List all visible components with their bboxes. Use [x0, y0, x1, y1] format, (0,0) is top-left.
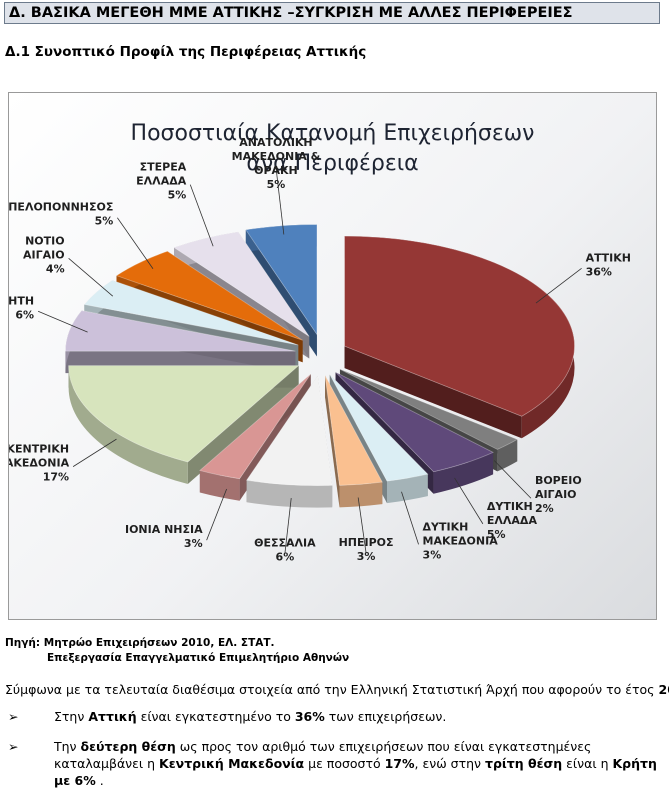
- text-run: είναι η: [562, 756, 612, 771]
- pie-data-label-line: ΗΠΕΙΡΟΣ: [339, 536, 394, 549]
- pie-data-label-line: ΙΟΝΙΑ ΝΗΣΙΑ: [125, 523, 203, 536]
- pie-data-label-line: 36%: [586, 265, 612, 278]
- text-run: .: [96, 773, 104, 788]
- pie-leader-line: [494, 461, 531, 499]
- section-header: Δ. ΒΑΣΙΚΑ ΜΕΓΕΘΗ ΜΜΕ ΑΤΤΙΚΗΣ –ΣΥΓΚΡΙΣΗ Μ…: [4, 2, 660, 24]
- pie-leader-line: [536, 268, 582, 303]
- pie-data-label-line: 3%: [423, 548, 442, 561]
- pie-leader-line: [207, 489, 227, 540]
- text-run: Στην: [54, 709, 88, 724]
- pie-leader-line: [73, 439, 116, 467]
- pie-data-label-line: ΑΙΓΑΙΟ: [535, 488, 577, 501]
- pie-data-label-line: ΠΕΛΟΠΟΝΝΗΣΟΣ: [9, 201, 113, 214]
- pie-data-label-line: 6%: [15, 308, 34, 321]
- bold-run: Κεντρική Μακεδονία: [159, 756, 304, 771]
- text-run: των επιχειρήσεων.: [325, 709, 447, 724]
- pie-data-label-line: 5%: [95, 215, 114, 228]
- arrow-bullet-icon: ➢: [8, 708, 18, 725]
- bold-run: τρίτη θέση: [485, 756, 562, 771]
- intro-text: Σύμφωνα με τα τελευταία διαθέσιμα στοιχε…: [5, 682, 659, 697]
- pie-leader-line: [117, 218, 153, 269]
- pie-data-label-line: ΜΑΚΕΔΟΝΙΑ: [423, 534, 499, 547]
- pie-leader-line: [455, 478, 483, 524]
- text-run: με ποσοστό: [304, 756, 384, 771]
- pie-data-label-line: ΚΕΝΤΡΙΚΗ: [9, 443, 69, 456]
- pie-data-label-line: ΔΥΤΙΚΗ: [423, 520, 469, 533]
- pie-data-label-line: 3%: [357, 550, 376, 563]
- arrow-bullet-icon: ➢: [8, 738, 18, 755]
- intro-year: 2010: [659, 682, 669, 697]
- source-line1: Πηγή: Μητρώο Επιχειρήσεων 2010, ΕΛ. ΣΤΑΤ…: [5, 637, 275, 649]
- source-line2: Επεξεργασία Επαγγελματικό Επιμελητήριο Α…: [5, 651, 349, 666]
- bullet-text: Την δεύτερη θέση ως προς τον αριθμό των …: [54, 738, 664, 789]
- pie-slice-rim: [340, 482, 383, 507]
- bold-run: δεύτερη θέση: [81, 739, 176, 754]
- pie-chart: Ποσοστιαία Κατανομή Επιχειρήσεων ανα Περ…: [8, 92, 657, 620]
- source-note: Πηγή: Μητρώο Επιχειρήσεων 2010, ΕΛ. ΣΤΑΤ…: [5, 636, 349, 666]
- pie-data-label-line: ΕΛΛΑΔΑ: [487, 514, 538, 527]
- pie-leader-line: [401, 492, 418, 545]
- intro-paragraph: Σύμφωνα με τα τελευταία διαθέσιμα στοιχε…: [5, 682, 669, 697]
- bullet-text: Στην Αττική είναι εγκατεστημένο το 36% τ…: [54, 708, 446, 725]
- pie-data-label-line: ΝΟΤΙΟ: [25, 234, 65, 247]
- pie-data-label-line: 3%: [184, 537, 203, 550]
- text-run: , ενώ στην: [415, 756, 485, 771]
- pie-data-label-line: ΜΑΚΕΔΟΝΙΑ &: [232, 150, 321, 163]
- pie-data-label-line: ΣΤΕΡΕΑ: [140, 161, 187, 174]
- pie-data-label-line: 5%: [267, 178, 286, 191]
- pie-data-label-line: 6%: [276, 551, 295, 564]
- pie-data-label-line: ΕΛΛΑΔΑ: [136, 175, 187, 188]
- pie-data-label-line: 2%: [535, 502, 554, 515]
- bullet-item-ranking: ➢ Την δεύτερη θέση ως προς τον αριθμό τω…: [8, 738, 663, 774]
- bullet-item-attica: ➢ Στην Αττική είναι εγκατεστημένο το 36%…: [8, 708, 608, 726]
- pie-data-label-line: ΑΙΓΑΙΟ: [23, 248, 65, 261]
- pie-data-label-line: 5%: [168, 189, 187, 202]
- pie-data-label-line: ΒΟΡΕΙΟ: [535, 474, 582, 487]
- text-run: είναι εγκατεστημένο το: [137, 709, 295, 724]
- pie-data-label-line: ΚΡΗΤΗ: [9, 294, 34, 307]
- pie-leader-line: [69, 258, 113, 296]
- bold-run: Αττική: [88, 709, 136, 724]
- pie-data-label-line: ΜΑΚΕΔΟΝΙΑ: [9, 457, 70, 470]
- subsection-title: Δ.1 Συνοπτικό Προφίλ της Περιφέρειας Αττ…: [5, 44, 366, 60]
- pie-data-label-line: ΘΡΑΚΗ: [254, 164, 298, 177]
- pie-data-label-line: ΘΕΣΣΑΛΙΑ: [254, 537, 316, 550]
- pie-data-label: ΚΕΝΤΡΙΚΗΜΑΚΕΔΟΝΙΑ17%: [9, 443, 70, 484]
- pie-data-label-line: ΑΝΑΤΟΛΙΚΗ: [239, 136, 312, 149]
- pie-data-label-line: ΑΤΤΙΚΗ: [586, 251, 631, 264]
- pie-leader-line: [190, 185, 213, 247]
- pie-data-label-line: 17%: [43, 471, 69, 484]
- bold-run: 17%: [385, 756, 415, 771]
- pie-data-label-line: ΔΥΤΙΚΗ: [487, 500, 533, 513]
- pie-data-label: ΚΡΗΤΗ6%: [9, 294, 34, 321]
- text-run: Την: [54, 739, 81, 754]
- bold-run: 36%: [295, 709, 325, 724]
- pie-data-label-line: 4%: [46, 262, 65, 275]
